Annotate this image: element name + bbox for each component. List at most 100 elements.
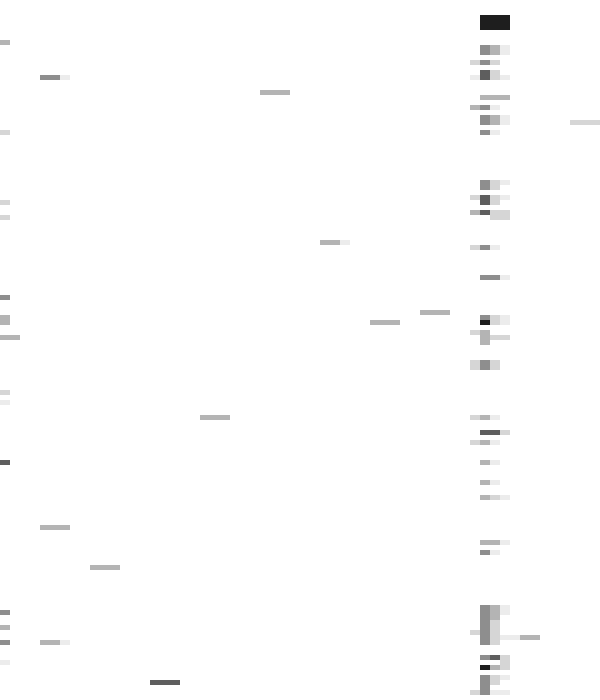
column-fragment: [480, 550, 490, 555]
column-fragment: [480, 115, 490, 125]
column-fragment: [480, 245, 490, 250]
column-fragment: [480, 130, 490, 135]
column-fragment: [480, 330, 490, 345]
column-fragment: [470, 60, 480, 65]
scattered-fragment: [90, 565, 120, 570]
column-fragment: [500, 275, 510, 280]
column-fragment: [480, 195, 490, 205]
edge-fragment: [0, 640, 10, 645]
column-fragment: [490, 335, 510, 340]
column-fragment: [480, 15, 510, 30]
column-fragment: [480, 495, 490, 500]
column-fragment: [490, 70, 500, 80]
column-fragment: [490, 180, 500, 190]
column-fragment: [500, 540, 510, 545]
column-fragment: [480, 430, 500, 435]
column-fragment: [470, 330, 480, 335]
column-fragment: [480, 60, 490, 65]
column-fragment: [500, 115, 510, 125]
column-fragment: [490, 360, 500, 370]
column-fragment: [480, 210, 490, 215]
column-fragment: [470, 245, 480, 250]
edge-fragment: [0, 610, 10, 615]
scattered-fragment: [40, 525, 70, 530]
scattered-fragment: [370, 320, 400, 325]
column-fragment: [500, 45, 510, 55]
column-fragment: [480, 415, 490, 420]
edge-fragment: [0, 40, 10, 45]
scattered-fragment: [40, 75, 60, 80]
edge-fragment: [0, 200, 10, 205]
column-fragment: [500, 195, 510, 200]
edge-fragment: [0, 130, 10, 135]
scattered-fragment: [420, 310, 450, 315]
column-fragment: [490, 45, 500, 55]
column-fragment: [470, 415, 480, 420]
scattered-fragment: [520, 635, 540, 640]
column-fragment: [480, 70, 490, 80]
column-fragment: [490, 105, 500, 110]
column-fragment: [470, 105, 480, 110]
column-fragment: [490, 665, 500, 670]
column-fragment: [490, 315, 500, 325]
edge-fragment: [0, 460, 10, 465]
column-fragment: [490, 690, 510, 695]
column-fragment: [470, 75, 480, 80]
column-fragment: [470, 690, 480, 695]
column-fragment: [480, 440, 490, 445]
column-fragment: [470, 440, 480, 445]
edge-fragment: [0, 315, 10, 325]
column-fragment: [480, 460, 490, 465]
column-fragment: [490, 115, 500, 125]
edge-fragment: [0, 335, 20, 340]
scattered-fragment: [40, 640, 60, 645]
edge-fragment: [0, 215, 10, 220]
column-fragment: [480, 480, 490, 485]
scattered-fragment: [320, 240, 340, 245]
scattered-fragment: [150, 680, 180, 685]
column-fragment: [480, 315, 490, 320]
column-fragment: [500, 605, 510, 615]
scattered-fragment: [60, 75, 70, 80]
scattered-fragment: [200, 415, 230, 420]
column-fragment: [470, 630, 480, 635]
column-fragment: [470, 195, 480, 200]
column-fragment: [470, 360, 480, 370]
column-fragment: [480, 95, 510, 100]
column-fragment: [480, 45, 490, 55]
edge-fragment: [0, 660, 10, 665]
column-fragment: [490, 480, 500, 485]
column-fragment: [500, 430, 510, 435]
column-fragment: [480, 275, 500, 280]
column-fragment: [500, 180, 510, 185]
column-fragment: [490, 440, 500, 445]
edge-fragment: [0, 295, 10, 300]
column-fragment: [490, 195, 500, 205]
column-fragment: [490, 245, 500, 250]
column-fragment: [480, 360, 490, 370]
column-fragment: [480, 655, 490, 660]
column-fragment: [490, 675, 500, 685]
column-fragment: [490, 460, 500, 465]
column-fragment: [480, 675, 490, 695]
column-fragment: [470, 210, 480, 215]
scattered-fragment: [570, 120, 600, 125]
scattered-fragment: [340, 240, 350, 245]
column-fragment: [490, 550, 500, 555]
scattered-fragment: [60, 640, 70, 645]
edge-fragment: [0, 390, 10, 395]
edge-fragment: [0, 625, 10, 630]
column-fragment: [480, 320, 490, 325]
column-fragment: [500, 495, 510, 500]
column-fragment: [490, 60, 500, 65]
column-fragment: [480, 105, 490, 110]
column-fragment: [490, 605, 500, 620]
column-fragment: [500, 75, 510, 80]
column-fragment: [490, 655, 500, 660]
column-fragment: [480, 180, 490, 190]
column-fragment: [480, 605, 490, 645]
column-fragment: [500, 315, 510, 325]
column-fragment: [500, 675, 510, 680]
column-fragment: [500, 635, 520, 640]
